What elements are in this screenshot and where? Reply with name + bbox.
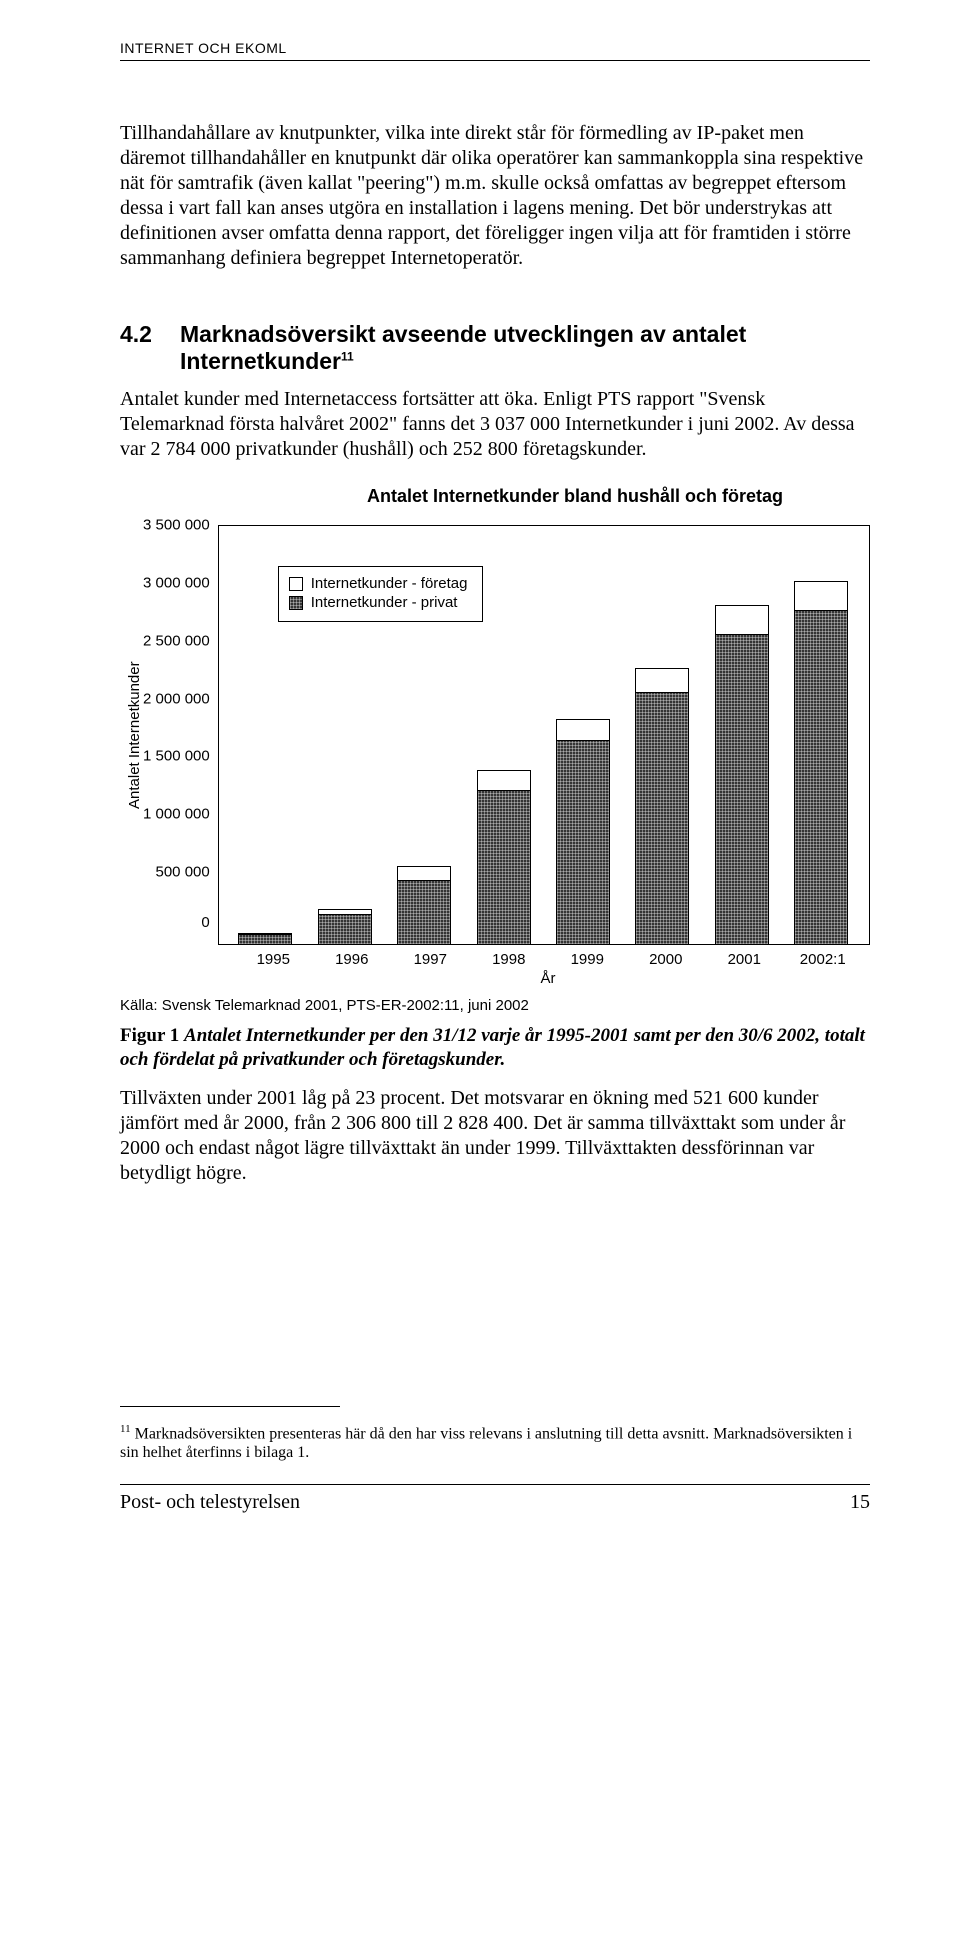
section-number: 4.2 [120,321,152,348]
paragraph-3: Tillväxten under 2001 låg på 23 procent.… [120,1086,870,1186]
legend-foretag: Internetkunder - företag [289,575,468,592]
y-ticks: 3 500 0003 000 0002 500 0002 000 0001 50… [143,525,218,945]
x-tick: 1997 [403,951,457,968]
legend-label-foretag: Internetkunder - företag [311,575,468,592]
bar-privat [556,741,610,945]
bar-privat [477,791,531,945]
y-tick: 1 000 000 [143,807,210,822]
bar-foretag [635,668,689,693]
bar-1999 [556,719,610,945]
y-tick: 1 500 000 [143,749,210,764]
footer-rule [120,1484,870,1485]
x-tick: 2000 [639,951,693,968]
figure-rest: Antalet Internetkunder per den 31/12 var… [120,1025,865,1070]
x-tick: 1996 [325,951,379,968]
bar-2002:1 [794,581,848,945]
footer: Post- och telestyrelsen 15 [120,1491,870,1514]
paragraph-1: Tillhandahållare av knutpunkter, vilka i… [120,121,870,271]
legend-swatch-foretag [289,577,303,591]
x-tick: 1995 [246,951,300,968]
bar-foretag [397,866,451,882]
bar-privat [238,935,292,945]
footer-right: 15 [850,1491,870,1514]
legend-label-privat: Internetkunder - privat [311,594,458,611]
bar-1995 [238,933,292,945]
section-title: Marknadsöversikt avseende utvecklingen a… [180,321,870,375]
section-sup: 11 [341,349,354,363]
figure-lead: Figur 1 [120,1025,179,1046]
section-title-text: Marknadsöversikt avseende utvecklingen a… [180,321,746,374]
bar-foretag [794,581,848,611]
figure-caption: Figur 1 Antalet Internetkunder per den 3… [120,1024,870,1072]
footnote-rule [120,1406,340,1407]
header-rule [120,60,870,61]
bar-privat [794,611,848,945]
legend-privat: Internetkunder - privat [289,594,468,611]
y-tick: 3 500 000 [143,518,210,533]
y-tick: 500 000 [143,865,210,880]
bar-1997 [397,866,451,945]
x-tick: 2002:1 [796,951,850,968]
footnote-mark: 11 [120,1423,131,1435]
chart-title: Antalet Internetkunder bland hushåll och… [280,486,870,507]
running-header: INTERNET OCH EKOML [120,40,870,56]
x-tick: 2001 [717,951,771,968]
bar-privat [715,635,769,945]
chart: Antalet Internetkunder bland hushåll och… [120,486,870,1014]
footnote: 11 Marknadsöversikten presenteras här då… [120,1423,870,1463]
bar-privat [635,693,689,945]
bar-2001 [715,605,769,945]
bar-privat [318,915,372,945]
figure-rest-text: Antalet Internetkunder per den 31/12 var… [120,1025,865,1070]
footnote-text: Marknadsöversikten presenteras här då de… [120,1425,852,1461]
x-axis-label: År [226,970,870,987]
legend-swatch-privat [289,596,303,610]
y-tick: 3 000 000 [143,575,210,590]
bar-2000 [635,668,689,945]
footer-left: Post- och telestyrelsen [120,1491,300,1514]
plot-area: Internetkunder - företag Internetkunder … [218,525,870,945]
x-tick: 1999 [560,951,614,968]
bar-foretag [477,770,531,792]
y-tick: 2 500 000 [143,633,210,648]
x-tick: 1998 [482,951,536,968]
bar-privat [397,881,451,945]
bar-1996 [318,909,372,945]
section-heading: 4.2 Marknadsöversikt avseende utveckling… [120,321,870,375]
y-tick: 0 [143,915,210,930]
chart-grid: Antalet Internetkunder 3 500 0003 000 00… [120,525,870,945]
y-axis-label: Antalet Internetkunder [120,525,143,945]
bar-1998 [477,770,531,945]
page: INTERNET OCH EKOML Tillhandahållare av k… [0,0,960,1544]
bar-foretag [556,719,610,741]
bar-foretag [715,605,769,635]
chart-source: Källa: Svensk Telemarknad 2001, PTS-ER-2… [120,997,870,1014]
paragraph-2: Antalet kunder med Internetaccess fortsä… [120,387,870,462]
y-tick: 2 000 000 [143,691,210,706]
legend: Internetkunder - företag Internetkunder … [278,566,483,622]
x-ticks: 1995 1996 1997 1998 1999 2000 2001 2002:1 [226,945,870,968]
